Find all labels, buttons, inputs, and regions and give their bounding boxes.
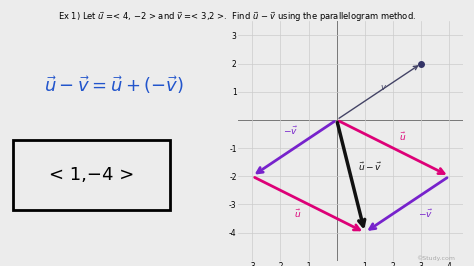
Text: $\vec{u}-\vec{v}$: $\vec{u}-\vec{v}$ xyxy=(358,160,382,173)
Text: $\vec{u}$: $\vec{u}$ xyxy=(399,131,406,143)
Text: $-\vec{v}$: $-\vec{v}$ xyxy=(283,125,298,137)
Text: < 1,−4 >: < 1,−4 > xyxy=(49,166,135,184)
Text: $\vec{u}-\vec{v}=\vec{u}+(-\vec{v})$: $\vec{u}-\vec{v}=\vec{u}+(-\vec{v})$ xyxy=(44,74,184,96)
Text: $-\vec{v}$: $-\vec{v}$ xyxy=(419,208,433,221)
Text: Ex 1) Let $\vec{u}$ =< 4, −2 > and $\vec{v}$ =< 3,2 >.  Find $\vec{u}$ − $\vec{v: Ex 1) Let $\vec{u}$ =< 4, −2 > and $\vec… xyxy=(58,11,416,24)
Text: ©Study.com: ©Study.com xyxy=(416,255,455,261)
Text: v: v xyxy=(380,83,385,92)
Text: $\vec{u}$: $\vec{u}$ xyxy=(294,208,302,221)
FancyBboxPatch shape xyxy=(13,140,171,210)
